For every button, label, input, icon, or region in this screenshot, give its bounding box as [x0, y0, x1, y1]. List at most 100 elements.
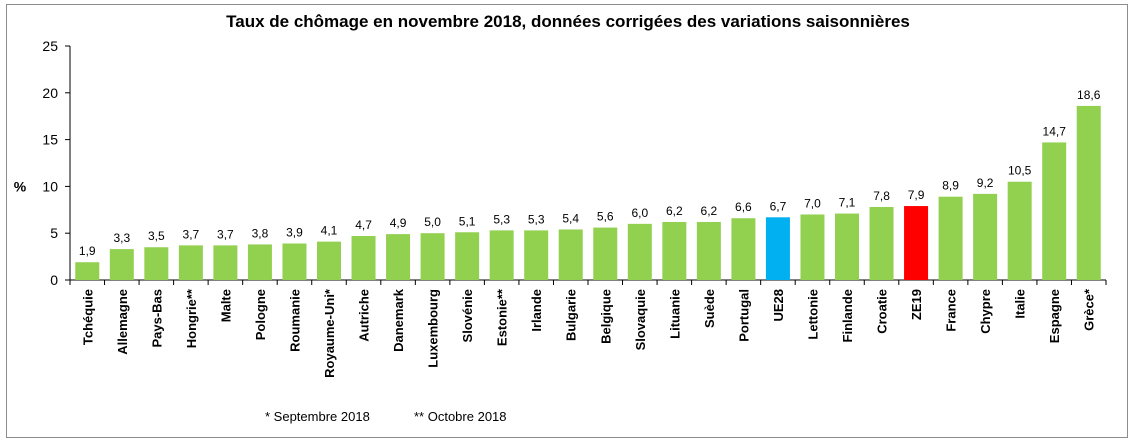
value-label: 7,0 [804, 196, 821, 210]
category-label: Portugal [736, 289, 751, 342]
bar [282, 243, 307, 280]
bar [144, 247, 169, 280]
chart-frame [6, 4, 1128, 438]
bar [662, 221, 687, 280]
bar [696, 221, 721, 280]
value-label: 5,6 [597, 210, 614, 224]
category-label: Danemark [391, 288, 406, 352]
category-label: Autriche [357, 289, 372, 342]
value-label: 9,2 [977, 176, 994, 190]
bar [213, 245, 238, 280]
value-label: 5,3 [528, 212, 545, 226]
bar [420, 233, 445, 280]
bar [455, 232, 480, 280]
bar [835, 213, 859, 280]
value-label: 8,9 [942, 179, 959, 193]
category-label: Finlande [840, 289, 855, 342]
value-label: 7,8 [873, 189, 890, 203]
category-label: Grèce* [1082, 288, 1097, 331]
value-label: 5,3 [493, 212, 510, 226]
bar [731, 218, 756, 280]
category-label: Bulgarie [564, 289, 579, 341]
category-label: Hongrie** [184, 288, 199, 348]
bar [317, 241, 341, 280]
y-tick-label: 20 [42, 85, 58, 101]
value-label: 6,0 [631, 206, 648, 220]
category-label: Lettonie [805, 289, 820, 340]
bar [1076, 105, 1101, 281]
value-label: 4,1 [321, 224, 338, 238]
category-label: Estonie** [495, 288, 510, 346]
value-label: 3,9 [286, 225, 303, 239]
value-label: 10,5 [1008, 164, 1032, 178]
category-label: Roumanie [287, 289, 302, 352]
value-label: 5,4 [562, 211, 579, 225]
value-label: 4,9 [390, 216, 407, 230]
category-label: Chypre [978, 289, 993, 334]
category-label: Tchéquie [80, 289, 95, 345]
category-label: Malte [218, 289, 233, 322]
category-label: Pays-Bas [149, 289, 164, 348]
category-label: Luxembourg [426, 289, 441, 368]
bar [973, 193, 998, 280]
category-label: Royaume-Uni* [322, 288, 337, 378]
y-tick-label: 10 [42, 178, 58, 194]
y-tick-label: 15 [42, 132, 58, 148]
category-label: Suède [702, 289, 717, 328]
footnote-septembre: * Septembre 2018 [265, 409, 370, 424]
bar [800, 214, 825, 280]
category-label: Belgique [598, 289, 613, 344]
bar [1007, 181, 1032, 280]
bar [869, 206, 894, 280]
value-label: 1,9 [79, 244, 96, 258]
bar [938, 196, 963, 280]
bar [178, 245, 203, 280]
chart-title: Taux de chômage en novembre 2018, donnée… [226, 12, 910, 31]
bar [109, 249, 134, 280]
category-label: ZE19 [909, 289, 924, 320]
value-label: 5,0 [424, 215, 441, 229]
y-tick-label: 0 [50, 272, 58, 288]
category-label: Pologne [253, 289, 268, 340]
category-label: Italie [1013, 289, 1028, 319]
bar [558, 229, 583, 280]
bar [75, 262, 100, 280]
category-label: UE28 [771, 289, 786, 322]
category-label: Espagne [1047, 289, 1062, 343]
value-label: 4,7 [355, 218, 372, 232]
value-label: 3,5 [148, 229, 165, 243]
bar [489, 230, 514, 280]
category-label: Lituanie [667, 289, 682, 339]
bar [593, 227, 618, 280]
bar [351, 236, 376, 280]
category-label: France [944, 289, 959, 332]
category-label: Irlande [529, 289, 544, 332]
bar [247, 244, 272, 280]
value-label: 7,9 [908, 188, 925, 202]
y-tick-label: 25 [42, 38, 58, 54]
bar [1042, 142, 1067, 280]
category-label: Slovénie [460, 289, 475, 342]
value-label: 3,7 [183, 227, 200, 241]
value-label: 6,2 [701, 204, 718, 218]
y-axis-label: % [14, 178, 27, 194]
value-label: 6,6 [735, 200, 752, 214]
category-label: Slovaquie [633, 289, 648, 350]
y-tick-label: 5 [50, 225, 58, 241]
bar [627, 223, 652, 280]
bar [765, 217, 790, 280]
value-label: 6,2 [666, 204, 683, 218]
value-label: 3,8 [252, 226, 269, 240]
value-label: 14,7 [1043, 124, 1067, 138]
value-label: 6,7 [770, 199, 787, 213]
value-label: 5,1 [459, 214, 476, 228]
value-label: 3,7 [217, 227, 234, 241]
value-label: 18,6 [1077, 88, 1101, 102]
bar [904, 206, 929, 280]
bar [386, 234, 411, 280]
bar [524, 230, 549, 280]
category-label: Allemagne [115, 289, 130, 355]
footnote-octobre: ** Octobre 2018 [414, 409, 507, 424]
value-label: 3,3 [113, 231, 130, 245]
